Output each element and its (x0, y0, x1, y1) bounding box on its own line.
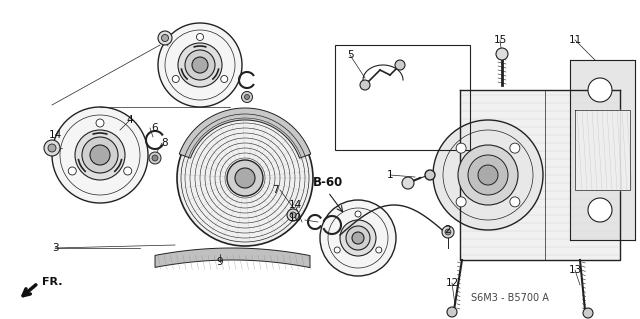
Circle shape (241, 92, 253, 102)
Circle shape (496, 48, 508, 60)
Circle shape (447, 307, 457, 317)
Circle shape (290, 212, 296, 218)
Text: 1: 1 (387, 170, 394, 180)
Text: 11: 11 (568, 35, 582, 45)
Circle shape (227, 160, 263, 196)
Circle shape (355, 211, 361, 217)
Text: 13: 13 (568, 265, 582, 275)
Text: 8: 8 (162, 138, 168, 148)
Circle shape (510, 197, 520, 207)
Circle shape (510, 143, 520, 153)
Circle shape (588, 198, 612, 222)
Circle shape (352, 232, 364, 244)
Circle shape (433, 120, 543, 230)
Circle shape (52, 107, 148, 203)
Circle shape (235, 168, 255, 188)
Bar (335, 45, 470, 150)
Circle shape (583, 308, 593, 318)
Text: 7: 7 (272, 185, 278, 195)
Circle shape (456, 197, 466, 207)
Circle shape (124, 167, 132, 175)
Circle shape (185, 50, 215, 80)
Text: B-60: B-60 (313, 176, 343, 189)
Text: 9: 9 (217, 257, 223, 267)
Circle shape (376, 247, 382, 253)
Polygon shape (570, 60, 635, 240)
Circle shape (402, 177, 414, 189)
Circle shape (196, 33, 204, 41)
Text: 3: 3 (52, 243, 58, 253)
Circle shape (221, 76, 228, 83)
Polygon shape (155, 248, 310, 268)
Text: 14: 14 (49, 130, 61, 140)
Circle shape (172, 76, 179, 83)
Circle shape (478, 165, 498, 185)
Text: FR.: FR. (42, 277, 63, 287)
Circle shape (158, 23, 242, 107)
Circle shape (82, 137, 118, 173)
Circle shape (96, 119, 104, 127)
Circle shape (442, 226, 454, 238)
Circle shape (468, 155, 508, 195)
Circle shape (48, 144, 56, 152)
Polygon shape (460, 90, 620, 260)
Polygon shape (575, 110, 630, 190)
Circle shape (149, 152, 161, 164)
Text: 6: 6 (152, 123, 158, 133)
Circle shape (158, 31, 172, 45)
Circle shape (346, 226, 370, 250)
Circle shape (320, 200, 396, 276)
Circle shape (178, 43, 222, 87)
Circle shape (177, 110, 313, 246)
Text: 12: 12 (445, 278, 459, 288)
Circle shape (287, 209, 299, 221)
Circle shape (334, 247, 340, 253)
Circle shape (192, 57, 208, 73)
Circle shape (161, 34, 168, 41)
Circle shape (90, 145, 110, 165)
Text: 2: 2 (445, 225, 451, 235)
Text: 14: 14 (289, 200, 301, 210)
Circle shape (340, 220, 376, 256)
Text: 15: 15 (493, 35, 507, 45)
Circle shape (68, 167, 76, 175)
Text: 5: 5 (347, 50, 353, 60)
Circle shape (588, 78, 612, 102)
Circle shape (244, 94, 250, 100)
Circle shape (360, 80, 370, 90)
Circle shape (395, 60, 405, 70)
Circle shape (458, 145, 518, 205)
Polygon shape (179, 108, 311, 158)
Text: 4: 4 (127, 115, 133, 125)
Text: 10: 10 (289, 213, 301, 223)
Circle shape (75, 130, 125, 180)
Circle shape (152, 155, 158, 161)
Text: S6M3 - B5700 A: S6M3 - B5700 A (471, 293, 549, 303)
Circle shape (425, 170, 435, 180)
Circle shape (44, 140, 60, 156)
Circle shape (456, 143, 466, 153)
Circle shape (445, 229, 451, 235)
